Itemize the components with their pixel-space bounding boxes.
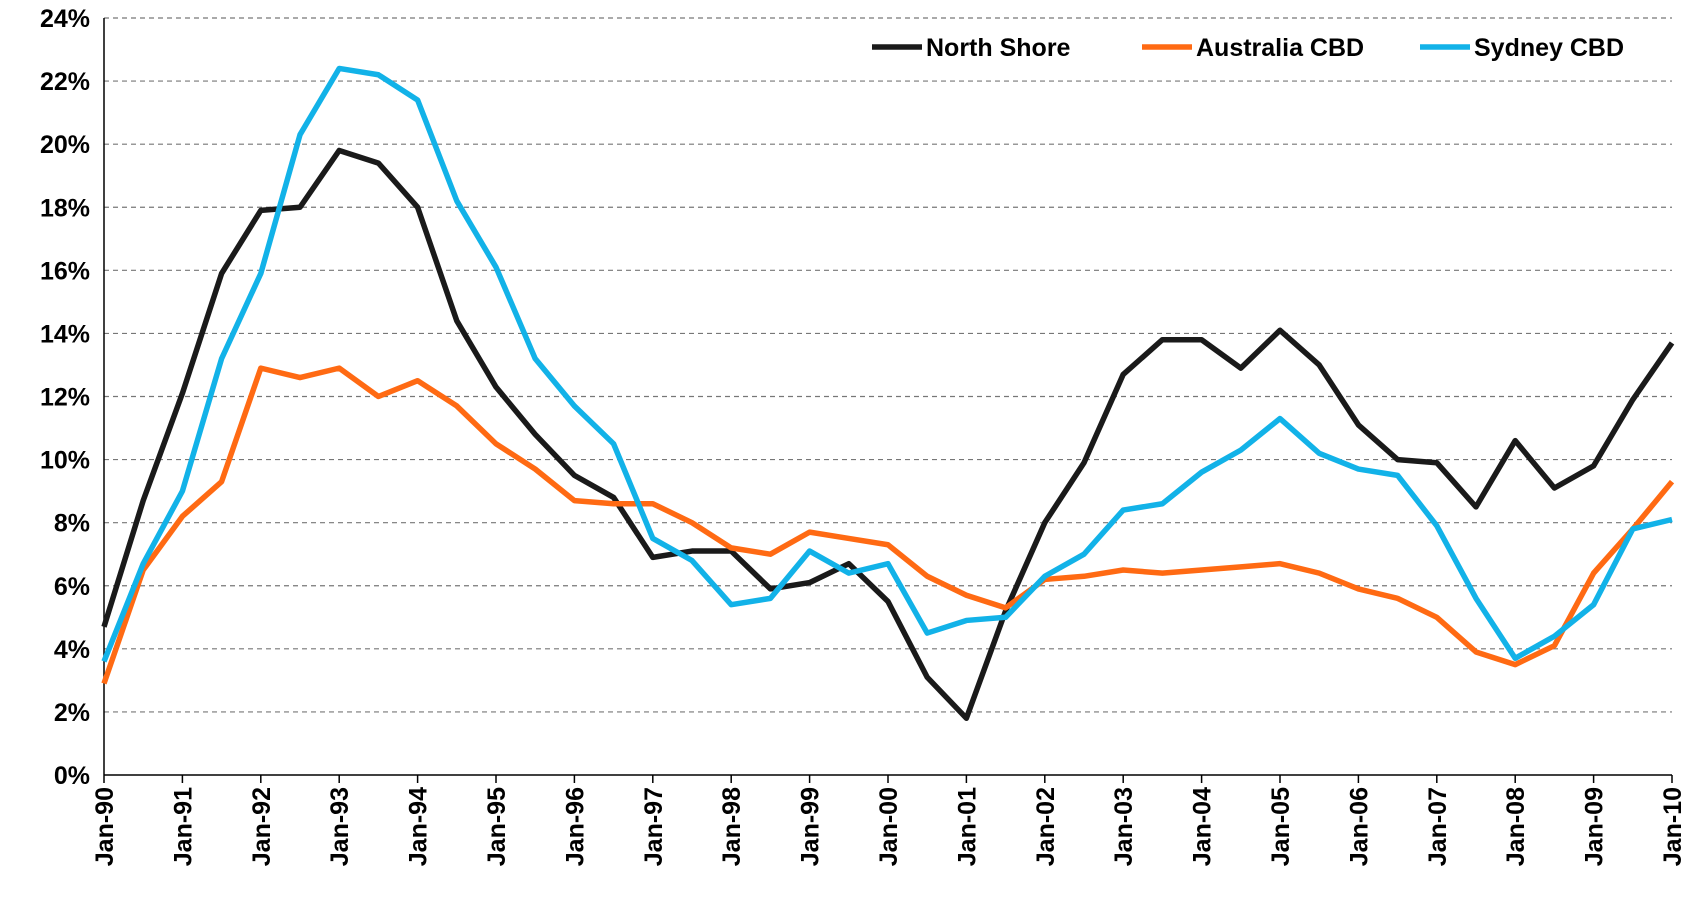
x-tick-label: Jan-92: [248, 787, 276, 866]
x-tick-label: Jan-04: [1189, 787, 1217, 866]
x-tick-label: Jan-99: [797, 787, 825, 866]
x-tick-label: Jan-10: [1659, 787, 1687, 866]
x-tick-label: Jan-01: [953, 787, 981, 866]
y-tick-label: 2%: [54, 699, 90, 727]
x-tick-label: Jan-06: [1345, 787, 1373, 866]
x-tick-label: Jan-08: [1502, 787, 1530, 866]
series-line: [101, 65, 1673, 663]
x-tick-label: Jan-03: [1110, 787, 1138, 866]
x-tick-label: Jan-07: [1424, 787, 1452, 866]
y-tick-label: 6%: [54, 573, 90, 601]
x-tick-label: Jan-96: [561, 787, 589, 866]
y-tick-label: 18%: [40, 194, 90, 222]
x-tick-label: Jan-00: [875, 787, 903, 866]
y-tick-label: 10%: [40, 447, 90, 475]
y-tick-label: 4%: [54, 636, 90, 664]
x-tick-label: Jan-90: [91, 787, 119, 866]
y-tick-label: 14%: [40, 320, 90, 348]
x-tick-label: Jan-09: [1581, 787, 1609, 866]
x-tick-label: Jan-93: [326, 787, 354, 866]
y-tick-label: 24%: [40, 5, 90, 33]
x-tick-label: Jan-05: [1267, 787, 1295, 866]
y-tick-label: 16%: [40, 257, 90, 285]
y-tick-label: 8%: [54, 510, 90, 538]
y-tick-label: 20%: [40, 131, 90, 159]
y-tick-label: 22%: [40, 68, 90, 96]
x-tick-label: Jan-02: [1032, 787, 1060, 866]
legend-label: Sydney CBD: [1474, 34, 1624, 62]
x-tick-label: Jan-91: [169, 787, 197, 866]
y-tick-label: 0%: [54, 762, 90, 790]
x-tick-label: Jan-98: [718, 787, 746, 866]
legend-label: Australia CBD: [1196, 34, 1364, 62]
x-tick-label: Jan-94: [405, 787, 433, 866]
series-line: [101, 365, 1675, 685]
x-tick-label: Jan-97: [640, 787, 668, 866]
x-tick-label: Jan-95: [483, 787, 511, 866]
y-tick-label: 12%: [40, 384, 90, 412]
legend-label: North Shore: [926, 34, 1071, 62]
series-line: [101, 147, 1675, 721]
